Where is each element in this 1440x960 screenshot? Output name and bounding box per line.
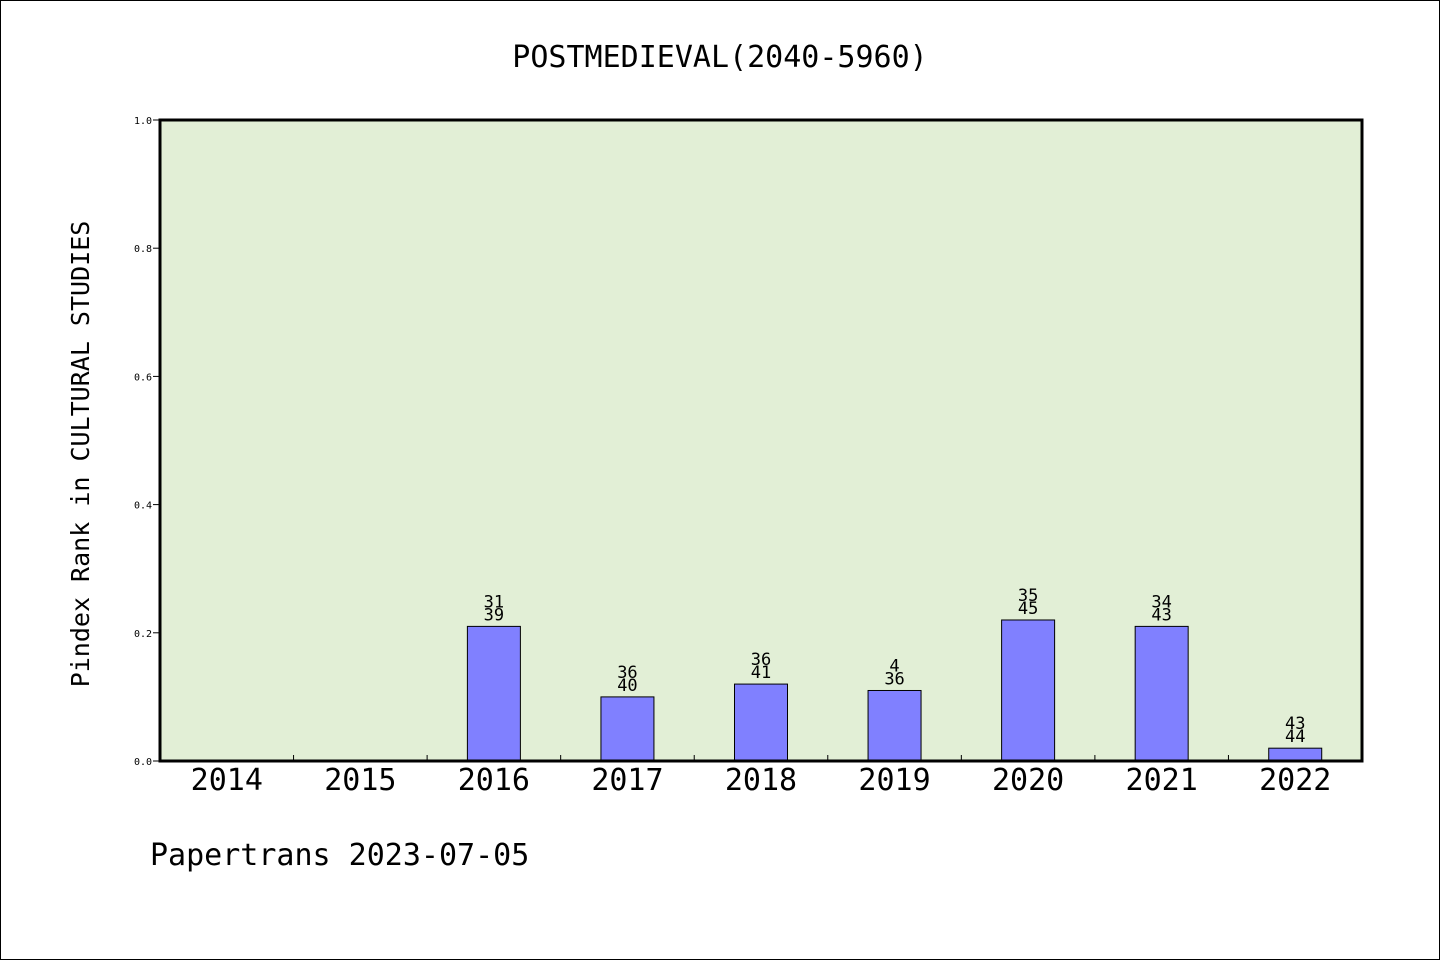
x-tick-label: 2017 [591, 763, 663, 798]
y-axis-label: Pindex Rank in CULTURAL STUDIES [66, 221, 95, 688]
x-tick-label: 2022 [1259, 763, 1331, 798]
bar-label-bottom: 36 [884, 669, 904, 689]
bar-label-bottom: 41 [751, 663, 771, 683]
bar-2016 [466, 625, 521, 762]
y-tick-label: 0.6 [134, 372, 152, 383]
bar-2017 [600, 696, 655, 762]
bar-2018 [734, 683, 788, 762]
y-tick-label: 1.0 [134, 116, 152, 127]
footer-credit: Papertrans 2023-07-05 [150, 838, 529, 873]
bar-label-bottom: 39 [484, 605, 504, 625]
x-tick-label: 2018 [725, 763, 797, 798]
y-tick-label: 0.2 [134, 629, 152, 640]
bar-label-bottom: 43 [1151, 605, 1171, 625]
x-tick-label: 2019 [858, 763, 930, 798]
y-tick-label: 0.4 [134, 501, 152, 512]
x-tick-label: 2020 [992, 763, 1064, 798]
x-tick-label: 2015 [324, 763, 396, 798]
bar-label-bottom: 44 [1285, 727, 1305, 747]
y-tick-label: 0.8 [134, 244, 152, 255]
bar-2021 [1134, 625, 1189, 762]
bar-2019 [867, 689, 922, 762]
bar-2022 [1268, 747, 1323, 762]
bar-label-top: 35 [1018, 586, 1038, 606]
x-axis: 2014 2015 2016 2017 2018 2019 2020 2021 2022 [191, 755, 1331, 798]
bar-label-top: 36 [751, 650, 771, 670]
bar-label-bottom: 45 [1018, 599, 1038, 619]
bar-2020 [1001, 619, 1056, 762]
bar-label-top: 4 [889, 656, 899, 676]
bar-label-top: 34 [1151, 592, 1171, 612]
x-tick-label: 2021 [1126, 763, 1198, 798]
y-tick-label: 0.0 [134, 757, 152, 768]
chart-title: POSTMEDIEVAL(2040-5960) [512, 40, 927, 75]
bar-label-top: 31 [484, 592, 504, 612]
plot-frame [158, 118, 1364, 763]
bars-layer [466, 619, 1323, 762]
bar-label-bottom: 40 [617, 676, 637, 696]
bar-label-top: 36 [617, 663, 637, 683]
bar-label-top: 43 [1285, 714, 1305, 734]
x-tick-label: 2016 [458, 763, 530, 798]
y-axis: 0.0 0.2 0.4 0.6 0.8 1.0 [134, 116, 160, 768]
x-tick-label: 2014 [191, 763, 263, 798]
